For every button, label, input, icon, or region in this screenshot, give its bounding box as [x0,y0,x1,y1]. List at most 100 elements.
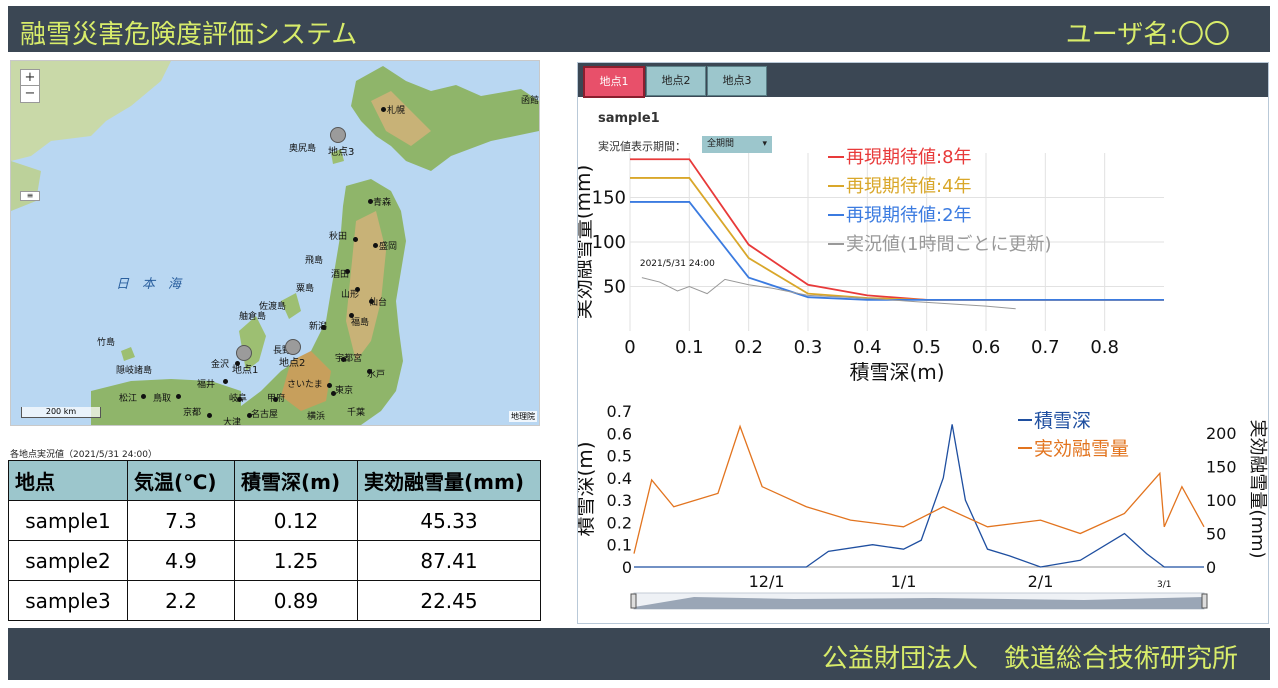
place-label: 鳥取 [153,394,172,404]
site-marker-1[interactable] [236,345,252,361]
tab-site-1[interactable]: 地点1 [583,66,645,98]
city-dot [349,313,354,318]
place-label: 札幌 [387,106,406,116]
site-marker-2[interactable] [285,339,301,355]
city-dot [367,369,372,374]
site-detail-panel: 地点1 地点2 地点3 sample1 実況値表示期間： 全期間 0 0.1 0.2… [577,62,1269,624]
city-dot [223,379,228,384]
table-header-row: 地点 気温(℃) 積雪深(m) 実効融雪量(mm) [8,460,541,501]
table-cell: 45.33 [357,500,541,541]
layer-icon[interactable]: ≡ [20,191,40,201]
legend-label: 積雪深 [1034,410,1091,432]
place-label: 秋田 [329,232,348,242]
melt-risk-chart: 0 0.1 0.2 0.3 0.4 0.5 0.6 0.7 0.8 50 100 150 積雪深(m) 実… [578,147,1164,384]
footer-bar: 公益財団法人 鉄道総合技術研究所 [8,628,1270,680]
app-title: 融雪災害危険度評価システム [20,20,358,50]
y-tick-label: 0.2 [607,513,632,532]
y-right-tick-label: 0 [1206,558,1216,577]
place-label: 盛岡 [379,242,398,252]
legend-label: 実効融雪量 [1034,438,1129,460]
x-tick-label: 0.7 [1031,337,1060,358]
tab-site-2[interactable]: 地点2 [646,66,706,96]
y-tick-label: 150 [592,188,626,209]
x-tick-label: 0.3 [794,337,823,358]
place-label: 山形 [341,290,360,300]
zoom-out-button[interactable]: − [20,85,40,103]
tab-bar: 地点1 地点2 地点3 [578,63,1268,98]
x-tick-label: 0 [624,337,635,358]
x-tick-label: 12/1 [749,572,785,591]
column-header: 積雪深(m) [234,460,358,501]
city-dot [141,394,146,399]
place-label: 甲府 [267,394,286,404]
place-label: 水戸 [367,370,386,380]
place-label: 新潟 [309,322,328,332]
map-view[interactable]: + − ≡ 日 本 海 函館 札幌 奥尻島 青森 秋田 盛岡 飛島 酒田 粟島 … [10,60,540,426]
place-label: 飛島 [305,256,324,266]
table-caption: 各地点実況値（2021/5/31 24:00） [10,450,157,460]
y-tick-label: 100 [592,232,626,253]
site-marker-label: 地点2 [279,358,306,369]
table-cell: 4.9 [127,540,235,581]
series-line [630,201,1164,301]
timeseries-chart: 12/1 1/1 2/1 3/1 0 0.1 0.2 0.3 0.4 0.5 0.6 0.7 0 50 10… [578,402,1268,610]
place-label: 仙台 [369,298,388,308]
series-line [641,277,1016,310]
observation-table: 地点 気温(℃) 積雪深(m) 実効融雪量(mm) sample1 7.3 0.… [8,460,541,621]
city-dot [237,397,242,402]
legend-label: 実況値(1時間ごとに更新) [846,234,1052,255]
table-cell: 0.89 [234,580,358,621]
period-select[interactable]: 全期間 [702,136,772,153]
city-dot [373,243,378,248]
table-cell: 2.2 [127,580,235,621]
series-line [634,424,1204,568]
legend-label: 再現期待値:2年 [846,205,972,226]
user-name-label: ユーザ名:〇〇 [1065,20,1230,50]
city-dot [235,361,240,366]
column-header: 実効融雪量(mm) [357,460,541,501]
place-label: 岐阜 [229,394,248,404]
chart-annotation: 2021/5/31 24:00 [640,259,715,269]
table-cell: 7.3 [127,500,235,541]
place-label: 函館 [521,96,540,106]
table-cell: 1.25 [234,540,358,581]
place-label: 東京 [335,386,354,396]
place-label: 竹島 [97,338,116,348]
table-cell: 22.45 [357,580,541,621]
range-handle-right[interactable] [1201,593,1208,609]
place-label: 福島 [351,318,370,328]
place-label: 大津 [223,418,242,426]
x-tick-label: 0.2 [734,337,763,358]
site-marker-3[interactable] [330,127,346,143]
x-axis-label: 積雪深(m) [849,360,944,384]
japan-map-base [11,61,539,425]
city-dot [345,269,350,274]
map-attribution[interactable]: 地理院 [509,411,537,422]
place-label: 佐渡島 [259,302,287,312]
city-dot [381,107,386,112]
y-tick-label: 0.6 [607,424,632,443]
column-header: 気温(℃) [127,460,235,501]
place-label: さいたま [287,380,323,390]
y-tick-label: 0 [622,558,632,577]
city-dot [273,397,278,402]
place-label: 酒田 [331,270,350,280]
y-tick-label: 0.3 [607,491,632,510]
city-dot [207,413,212,418]
y-right-axis-label: 実効融雪量(mm) [1247,419,1268,558]
table-cell: 0.12 [234,500,358,541]
y-right-tick-label: 50 [1206,525,1226,544]
tab-site-3[interactable]: 地点3 [707,66,767,96]
table-row: sample2 4.9 1.25 87.41 [8,540,541,581]
y-right-tick-label: 100 [1206,491,1237,510]
legend-label: 再現期待値:8年 [846,147,972,168]
place-label: 奥尻島 [289,144,317,154]
city-dot [327,383,332,388]
legend-label: 再現期待値:4年 [846,176,972,197]
place-label: 金沢 [211,360,230,370]
organization-name: 公益財団法人 鉄道総合技術研究所 [821,644,1238,674]
range-handle-left[interactable] [630,593,637,609]
place-label: 千葉 [347,408,366,418]
sea-label: 日 本 海 [116,277,182,292]
x-tick-label: 0.8 [1090,337,1119,358]
